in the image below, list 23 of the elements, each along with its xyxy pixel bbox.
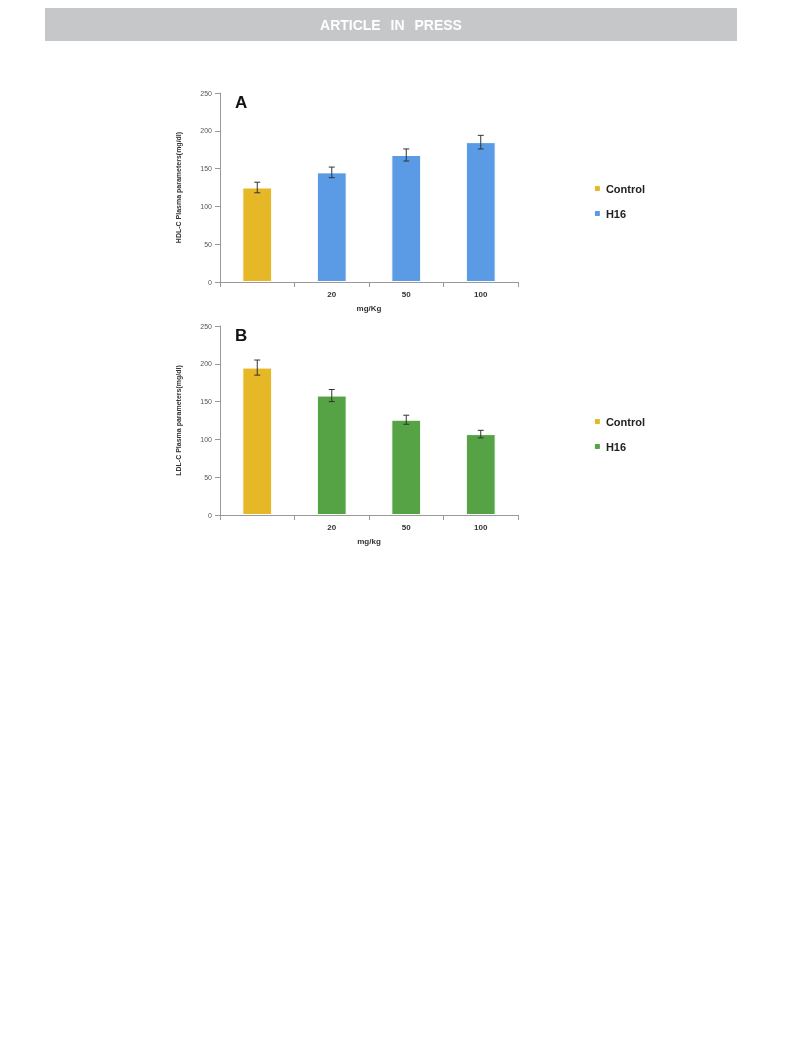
bar (465, 434, 496, 515)
bar (316, 395, 347, 515)
bar (242, 367, 273, 515)
bar (242, 187, 273, 282)
x-tick-label: 100 (474, 522, 488, 532)
x-tick-label: 20 (327, 522, 337, 532)
legend-label: Control (605, 182, 646, 195)
bar (316, 172, 347, 282)
chart-title: B (235, 326, 248, 345)
legend-label: Control (605, 415, 646, 428)
text: ARTICLE IN PRESS (45, 8, 737, 41)
bar (391, 154, 422, 282)
x-tick-label: 50 (401, 289, 412, 299)
bar (465, 142, 496, 282)
x-axis-title: mg/Kg (356, 303, 382, 313)
x-tick-label: 100 (474, 289, 488, 299)
x-axis-title: mg/kg (357, 536, 381, 546)
legend-label: H16 (605, 207, 627, 220)
x-tick-label: 50 (401, 522, 412, 532)
legend-label: H16 (605, 440, 627, 453)
bar (391, 419, 422, 515)
x-tick-label: 20 (327, 289, 337, 299)
chart-title: A (235, 93, 248, 112)
